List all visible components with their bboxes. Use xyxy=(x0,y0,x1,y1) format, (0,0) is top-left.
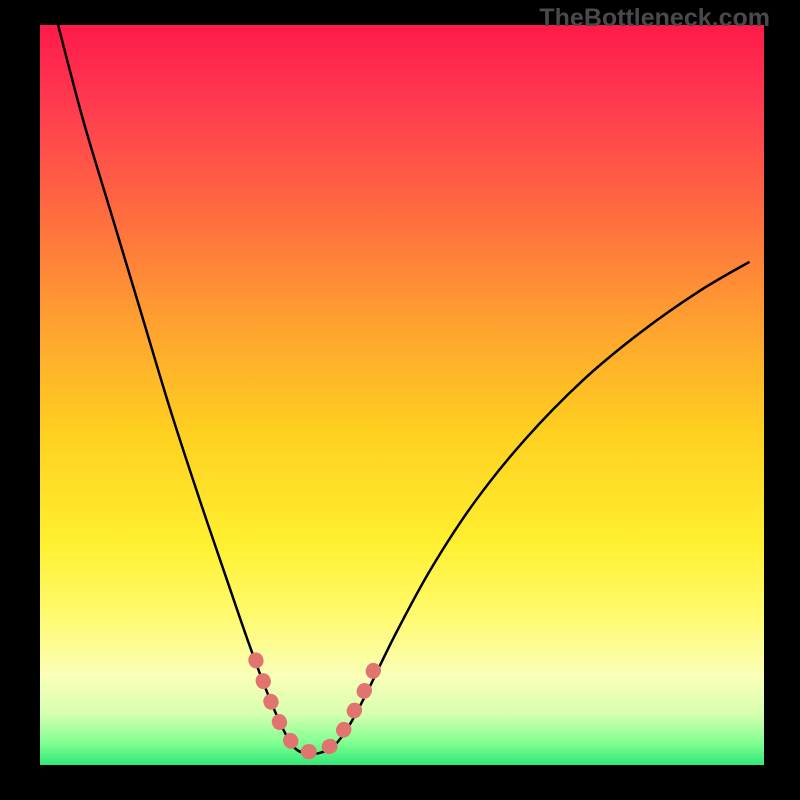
gradient-background xyxy=(40,25,764,765)
watermark-text: TheBottleneck.com xyxy=(539,4,770,33)
chart-canvas: TheBottleneck.com xyxy=(0,0,800,800)
plot-area xyxy=(40,25,764,765)
